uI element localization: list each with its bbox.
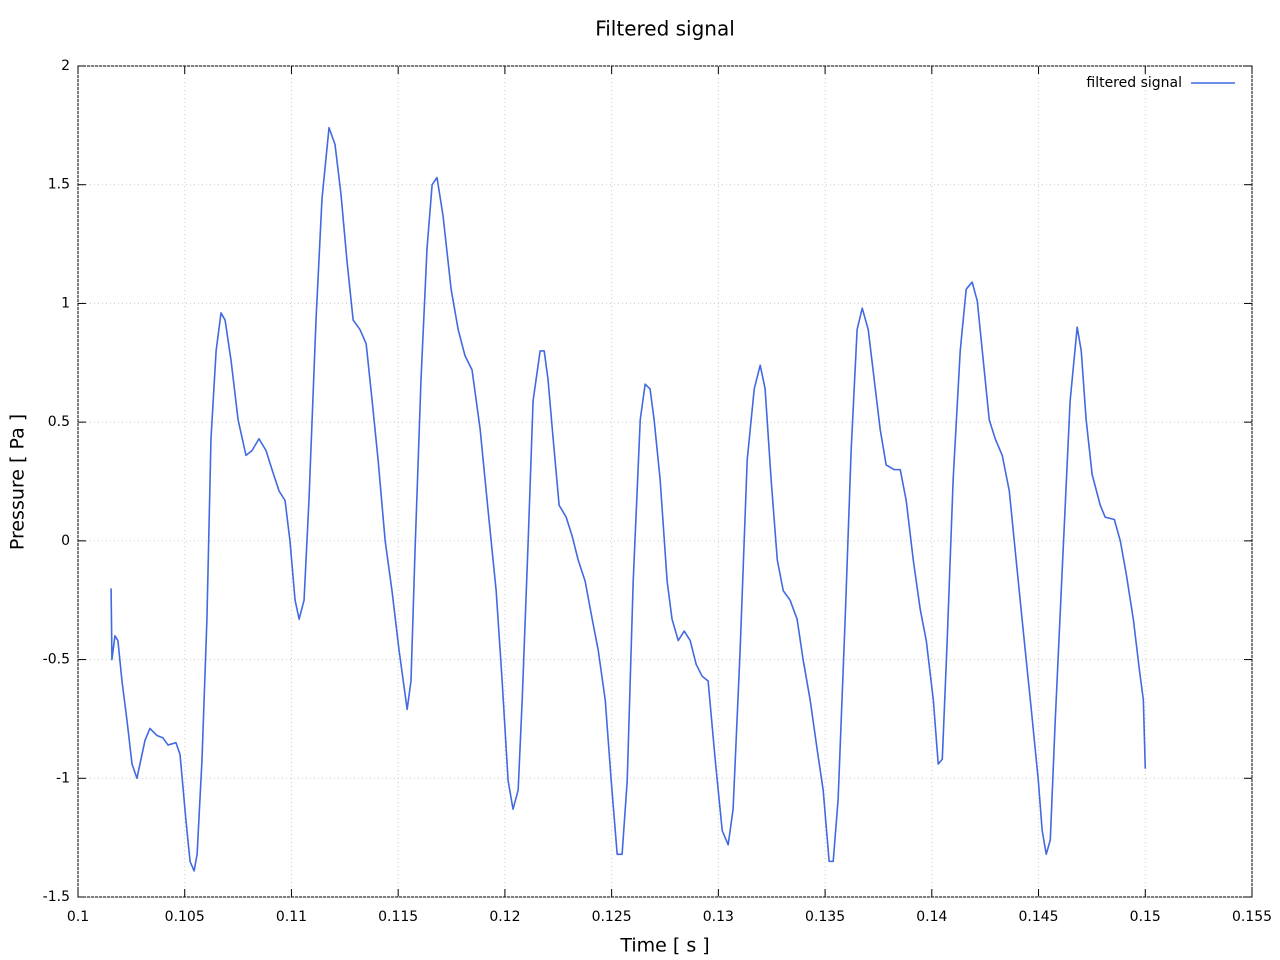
- x-tick-label: 0.125: [592, 909, 632, 925]
- x-tick-label: 0.135: [805, 909, 845, 925]
- data-line: [110, 126, 1147, 872]
- y-tick-label: 2: [61, 58, 70, 74]
- x-tick-label: 0.13: [703, 909, 734, 925]
- x-tick-label: 0.12: [489, 909, 520, 925]
- x-tick-label: 0.14: [916, 909, 947, 925]
- x-tick-label: 0.115: [378, 909, 418, 925]
- x-tick-label: 0.155: [1232, 909, 1272, 925]
- x-tick-label: 0.15: [1130, 909, 1161, 925]
- chart-title: Filtered signal: [595, 17, 735, 41]
- x-tick-label: 0.145: [1018, 909, 1058, 925]
- y-tick-label: -0.5: [43, 652, 70, 668]
- x-tick-label: 0.1: [67, 909, 89, 925]
- x-tick-label: 0.11: [276, 909, 307, 925]
- y-tick-label: 1: [61, 295, 70, 311]
- y-tick-label: -1: [56, 770, 70, 786]
- y-tick-label: 0: [61, 533, 70, 549]
- y-axis-label: Pressure [ Pa ]: [7, 414, 29, 550]
- x-tick-label: 0.105: [165, 909, 205, 925]
- x-axis-label: Time [ s ]: [619, 935, 709, 957]
- y-tick-label: -1.5: [43, 889, 70, 905]
- plot-frame: [77, 65, 1253, 898]
- y-tick-label: 0.5: [48, 414, 70, 430]
- legend-label: filtered signal: [1086, 75, 1182, 91]
- y-tick-label: 1.5: [48, 177, 70, 193]
